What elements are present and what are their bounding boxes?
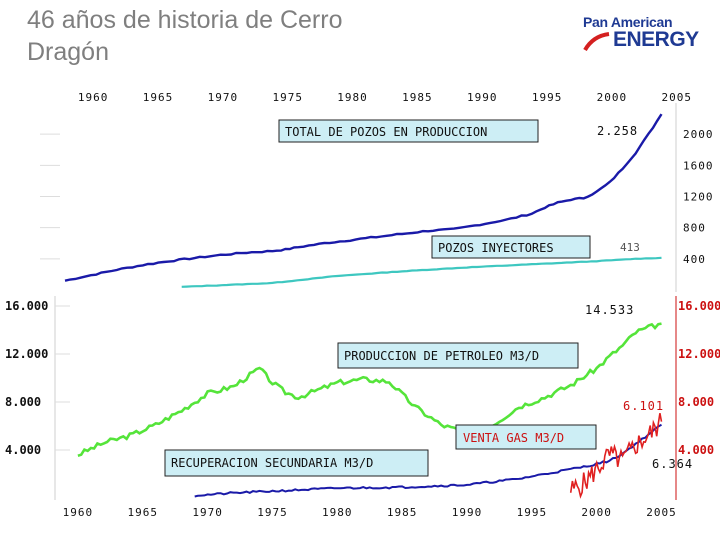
series-label-secundaria: RECUPERACION SECUNDARIA M3/D <box>171 456 373 470</box>
end-value-recuperacion-secundaria: 6.101 <box>623 399 664 413</box>
top-right-tick-1200: 1200 <box>683 191 714 204</box>
series-label-pozos: TOTAL DE POZOS EN PRODUCCION <box>285 125 487 139</box>
end-value-inyectores: 413 <box>620 241 640 254</box>
bottom-axis-tick-1980: 1980 <box>322 506 353 519</box>
page-title: 46 años de historia de Cerro Dragón <box>27 6 343 66</box>
series-label-gas: VENTA GAS M3/D <box>463 431 564 445</box>
top-axis-tick-1960: 1960 <box>78 91 109 104</box>
bottom-axis-tick-1960: 1960 <box>63 506 94 519</box>
bottom-axis-tick-1995: 1995 <box>517 506 548 519</box>
end-value-gas: 6.364 <box>652 457 693 471</box>
top-right-tick-800: 800 <box>683 222 706 235</box>
end-value-pozos: 2.258 <box>597 124 638 138</box>
label-box-gas <box>455 424 597 450</box>
bottom-right-tick-4.000: 4.000 <box>678 443 714 457</box>
series-line-venta-gas <box>569 413 663 499</box>
bottom-left-tick-12.000: 12.000 <box>5 347 48 361</box>
series-line-pozos-inyectores <box>181 256 662 288</box>
bottom-axis-tick-1975: 1975 <box>257 506 288 519</box>
top-right-tick-2000: 2000 <box>683 128 714 141</box>
logo-swoosh-icon <box>583 32 610 52</box>
series-line-petroleo <box>77 322 662 457</box>
top-right-tick-1600: 1600 <box>683 159 714 172</box>
bottom-axis-tick-2000: 2000 <box>581 506 612 519</box>
company-logo: Pan American ENERGY <box>583 14 703 64</box>
top-axis-tick-1965: 1965 <box>143 91 174 104</box>
bottom-left-tick-4.000: 4.000 <box>5 443 41 457</box>
bottom-axis-tick-1970: 1970 <box>192 506 223 519</box>
series-line-pozos-produccion <box>64 113 663 282</box>
top-axis-tick-2005: 2005 <box>662 91 693 104</box>
top-axis-tick-1995: 1995 <box>532 91 563 104</box>
bottom-axis-tick-1985: 1985 <box>387 506 418 519</box>
label-box-secundaria <box>164 449 429 477</box>
top-axis-tick-1990: 1990 <box>467 91 498 104</box>
bottom-axis-tick-2005: 2005 <box>646 506 677 519</box>
label-box-petroleo <box>337 342 579 369</box>
bottom-axis-tick-1990: 1990 <box>452 506 483 519</box>
top-axis-tick-1975: 1975 <box>272 91 303 104</box>
logo-line-2: ENERGY <box>613 28 699 51</box>
label-box-inyectores <box>431 235 591 259</box>
series-label-inyectores: POZOS INYECTORES <box>438 241 554 255</box>
top-axis-tick-1970: 1970 <box>208 91 239 104</box>
end-value-petroleo: 14.533 <box>585 303 634 317</box>
bottom-left-tick-16.000: 16.000 <box>5 299 48 313</box>
bottom-right-tick-12.000: 12.000 <box>678 347 720 361</box>
top-axis-tick-2000: 2000 <box>597 91 628 104</box>
bottom-right-tick-16.000: 16.000 <box>678 299 720 313</box>
top-axis-tick-1980: 1980 <box>337 91 368 104</box>
logo-line-1: Pan American <box>583 14 673 30</box>
bottom-left-tick-8.000: 8.000 <box>5 395 41 409</box>
bottom-right-tick-8.000: 8.000 <box>678 395 714 409</box>
top-right-tick-400: 400 <box>683 253 706 266</box>
top-axis-tick-1985: 1985 <box>402 91 433 104</box>
label-box-pozos <box>278 119 539 143</box>
bottom-axis-tick-1965: 1965 <box>128 506 159 519</box>
series-label-petroleo: PRODUCCION DE PETROLEO M3/D <box>344 349 539 363</box>
series-line-recuperacion-secundaria <box>194 423 662 498</box>
